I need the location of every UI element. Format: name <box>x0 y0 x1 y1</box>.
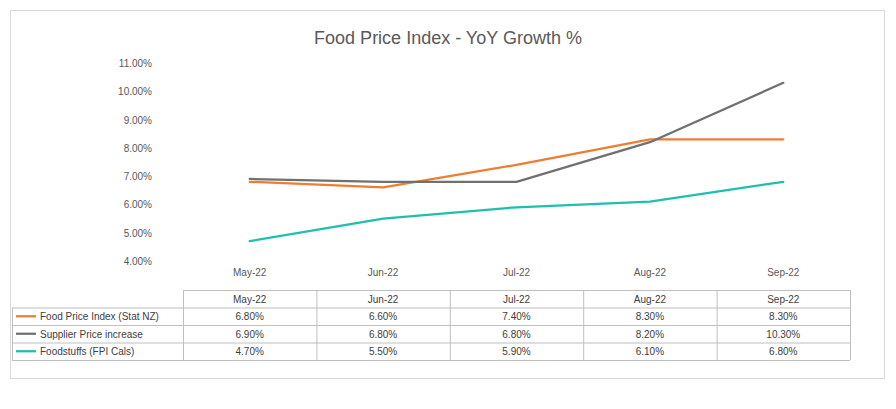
legend-swatch <box>16 333 36 335</box>
x-tick-label: Jun-22 <box>368 267 399 278</box>
y-tick-label: 11.00% <box>119 58 152 69</box>
table-rule <box>717 290 718 360</box>
table-header: Sep-22 <box>767 294 800 305</box>
table-cell: 7.40% <box>502 311 530 322</box>
table-cell: 5.50% <box>369 346 397 357</box>
series-line <box>250 83 784 182</box>
table-rule <box>183 290 850 291</box>
legend-swatch <box>16 350 36 352</box>
table-cell: 6.90% <box>236 329 264 340</box>
table-rule <box>183 290 184 360</box>
y-tick-label: 10.00% <box>118 86 152 97</box>
data-table: May-22 Jun-22 Jul-22 Aug-22 Sep-22 Food Price… <box>12 290 851 361</box>
title: Food Price Index - YoY Growth % <box>314 28 582 48</box>
y-tick-label: 9.00% <box>124 115 152 126</box>
table-cell: 5.90% <box>502 346 530 357</box>
table-rule <box>850 290 851 360</box>
table-rule <box>583 290 584 360</box>
table-cell: 10.30% <box>766 329 800 340</box>
x-tick-label: Sep-22 <box>767 267 800 278</box>
legend-swatch <box>16 315 36 317</box>
table-rule <box>316 290 317 360</box>
y-tick-label: 8.00% <box>124 143 152 154</box>
y-tick-label: 4.00% <box>124 256 152 267</box>
table-cell: 6.80% <box>236 311 264 322</box>
table-header: Jun-22 <box>368 294 399 305</box>
table-cell: 8.20% <box>636 329 664 340</box>
table-rule <box>12 360 850 361</box>
legend-label: Supplier Price increase <box>40 329 143 340</box>
table-rule <box>12 325 850 326</box>
legend-label: Foodstuffs (FPI Cals) <box>40 346 134 357</box>
table-cell: 6.10% <box>636 346 664 357</box>
table-header: May-22 <box>233 294 267 305</box>
table-cell: 8.30% <box>636 311 664 322</box>
series-line <box>250 182 784 241</box>
table-cell: 6.80% <box>369 329 397 340</box>
table-rule <box>12 308 850 309</box>
chart-frame <box>11 11 885 379</box>
chart: Food Price Index - YoY Growth % 4.00% 5.00… <box>0 0 896 409</box>
table-header: Aug-22 <box>634 294 667 305</box>
table-cell: 6.80% <box>769 346 797 357</box>
table-header: Jul-22 <box>503 294 531 305</box>
x-tick-label: Aug-22 <box>634 267 667 278</box>
x-tick-label: May-22 <box>233 267 267 278</box>
x-tick-label: Jul-22 <box>503 267 531 278</box>
table-cell: 6.60% <box>369 311 397 322</box>
table-rule <box>450 290 451 360</box>
table-rule <box>12 343 850 344</box>
y-tick-label: 5.00% <box>124 228 152 239</box>
table-cell: 4.70% <box>236 346 264 357</box>
legend-label: Food Price Index (Stat NZ) <box>40 311 159 322</box>
table-cell: 6.80% <box>502 329 530 340</box>
y-tick-label: 6.00% <box>124 199 152 210</box>
table-rule <box>12 308 13 361</box>
table-cell: 8.30% <box>769 311 797 322</box>
plot-area <box>250 83 784 241</box>
y-tick-label: 7.00% <box>124 171 152 182</box>
